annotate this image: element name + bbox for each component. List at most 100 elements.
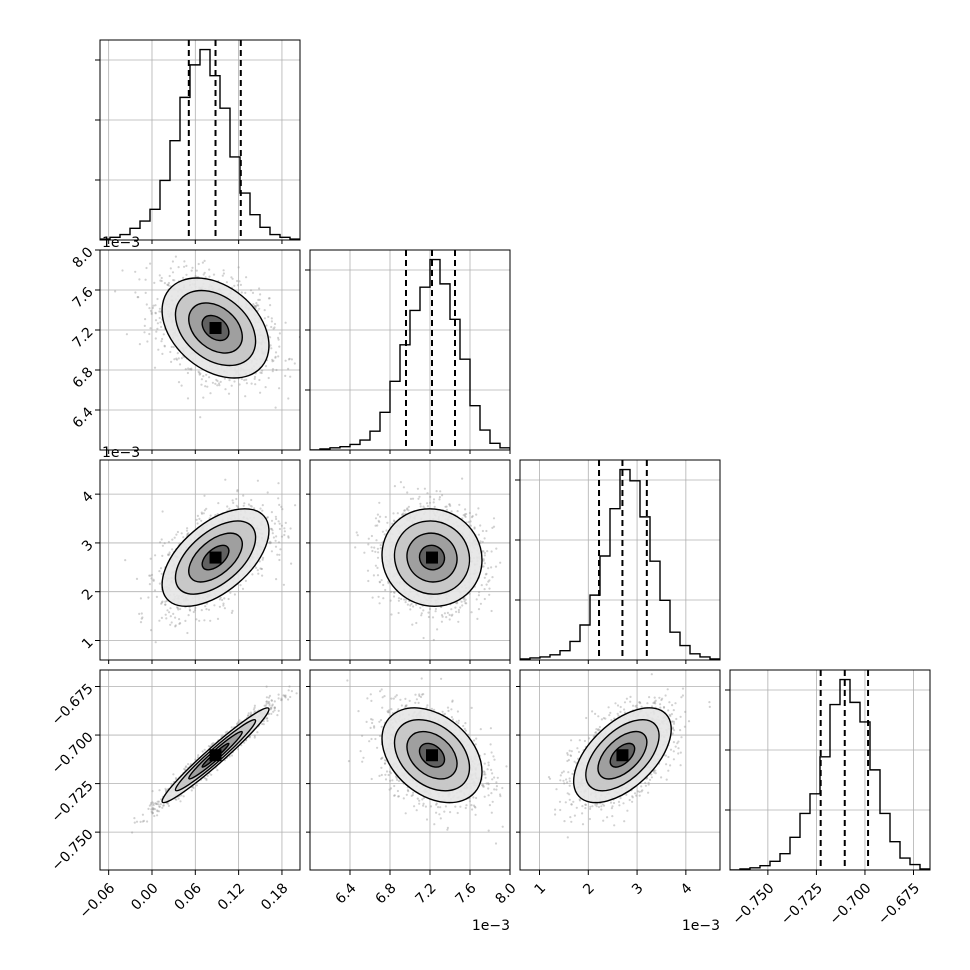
sample-point — [431, 616, 435, 619]
sample-point — [259, 391, 262, 394]
sample-point — [407, 505, 410, 508]
sample-point — [203, 619, 206, 622]
sample-point — [280, 535, 284, 538]
sample-point — [476, 617, 479, 621]
sample-point — [147, 596, 150, 599]
sample-point — [280, 505, 283, 508]
sample-point — [160, 340, 163, 343]
sample-point — [198, 619, 201, 622]
sample-point — [376, 556, 380, 559]
sample-point — [225, 281, 228, 284]
sample-point — [438, 496, 441, 499]
sample-point — [257, 572, 260, 575]
sample-point — [435, 490, 438, 493]
sample-point — [198, 371, 201, 374]
sample-point — [378, 580, 381, 583]
sample-point — [397, 599, 400, 602]
sample-point — [378, 602, 381, 605]
sample-point — [155, 330, 158, 333]
sample-point — [138, 343, 141, 346]
sample-point — [363, 551, 366, 554]
sample-point — [372, 574, 375, 577]
sample-point — [482, 550, 485, 553]
sample-point — [253, 375, 257, 378]
sample-point — [270, 527, 273, 531]
sample-point — [205, 507, 208, 510]
sample-point — [188, 608, 191, 611]
sample-point — [161, 600, 164, 603]
sample-point — [233, 380, 236, 383]
sample-point — [190, 367, 193, 370]
sample-point — [186, 533, 189, 536]
sample-point — [235, 497, 238, 501]
sample-point — [149, 327, 152, 330]
sample-point — [174, 616, 177, 619]
sample-point — [290, 562, 293, 565]
sample-point — [159, 541, 162, 544]
sample-point — [158, 310, 161, 313]
sample-point — [284, 359, 287, 362]
sample-point — [267, 376, 270, 380]
sample-point — [457, 608, 460, 612]
sample-point — [154, 319, 158, 322]
scatter-panel-0-2 — [99, 459, 301, 661]
sample-point — [143, 331, 146, 334]
sample-point — [222, 272, 225, 275]
sample-point — [272, 327, 275, 330]
panel-frame — [99, 39, 301, 241]
sample-point — [161, 510, 164, 513]
sample-point — [159, 567, 163, 570]
sample-point — [434, 607, 437, 611]
sample-point — [412, 605, 415, 608]
sample-point — [269, 540, 272, 544]
sample-point — [448, 503, 451, 506]
sample-point — [260, 371, 263, 375]
sample-point — [175, 357, 178, 360]
sample-point — [486, 550, 489, 553]
sample-point — [153, 366, 157, 369]
panel-frame — [99, 249, 301, 451]
sample-point — [197, 370, 200, 373]
sample-point — [277, 482, 280, 485]
contour-line — [161, 277, 270, 379]
scatter-panel-1-2 — [309, 459, 511, 661]
sample-point — [463, 514, 466, 517]
sample-point — [393, 591, 396, 594]
histogram-panel-2 — [515, 459, 721, 661]
sample-point — [267, 315, 270, 318]
sample-point — [379, 544, 382, 547]
sample-point — [208, 275, 211, 278]
contour-line — [161, 508, 270, 608]
sample-point — [416, 487, 419, 490]
sample-point — [266, 491, 269, 494]
sample-point — [224, 478, 227, 481]
sample-point — [154, 312, 157, 315]
sample-point — [273, 322, 277, 326]
sample-point — [376, 524, 379, 527]
sample-point — [160, 279, 163, 283]
sample-point — [277, 520, 280, 523]
sample-point — [251, 291, 255, 294]
density-peak — [209, 322, 222, 334]
sample-point — [275, 535, 278, 538]
sample-point — [203, 259, 206, 262]
sample-point — [185, 273, 188, 276]
sample-point — [390, 613, 393, 616]
sample-point — [223, 607, 226, 610]
sample-point — [209, 392, 212, 395]
sample-point — [268, 541, 271, 544]
sample-point — [216, 379, 219, 383]
sample-point — [204, 605, 207, 608]
sample-point — [192, 610, 195, 614]
sample-point — [256, 569, 259, 572]
sample-point — [374, 564, 377, 567]
sample-point — [221, 598, 224, 602]
contour-line — [174, 289, 257, 367]
sample-point — [177, 357, 180, 360]
sample-point — [171, 271, 175, 274]
sample-point — [239, 283, 242, 286]
sample-point — [154, 641, 157, 644]
sample-point — [274, 515, 277, 518]
sample-point — [367, 537, 370, 540]
sample-point — [148, 574, 151, 577]
